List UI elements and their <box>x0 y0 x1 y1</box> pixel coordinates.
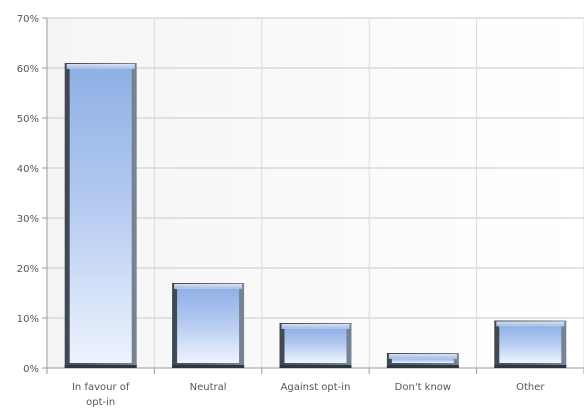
bar <box>279 323 352 368</box>
x-tick-label-line: Other <box>516 382 545 393</box>
y-tick-label: 20% <box>17 264 39 275</box>
bar <box>172 283 245 368</box>
y-tick-label: 0% <box>23 364 39 375</box>
y-tick-label: 10% <box>17 314 39 325</box>
x-tick-label: Against opt-in <box>281 382 351 393</box>
y-axis: 0% 10% 20% 30% 40% 50% 60% 70% <box>17 14 39 375</box>
x-tick-label: Other <box>516 382 545 393</box>
x-tick-label-line: opt-in <box>86 397 115 408</box>
x-tick-label-line: In favour of <box>72 382 130 393</box>
y-tick-label: 60% <box>17 64 39 75</box>
y-tick-label: 50% <box>17 114 39 125</box>
x-tick-label-line: Neutral <box>190 382 227 393</box>
bars <box>64 63 567 368</box>
x-axis: In favour of opt-in Neutral Against opt-in D… <box>72 382 545 408</box>
bar <box>64 63 137 368</box>
x-tick-label: Neutral <box>190 382 227 393</box>
y-tick-label: 40% <box>17 164 39 175</box>
bar <box>494 320 567 368</box>
bar <box>386 353 459 368</box>
y-tick-label: 70% <box>17 14 39 25</box>
x-tick-label: In favour of opt-in <box>72 382 130 408</box>
x-tick-label: Don't know <box>395 382 451 393</box>
y-tick-label: 30% <box>17 214 39 225</box>
x-tick-label-line: Don't know <box>395 382 451 393</box>
x-tick-label-line: Against opt-in <box>281 382 351 393</box>
